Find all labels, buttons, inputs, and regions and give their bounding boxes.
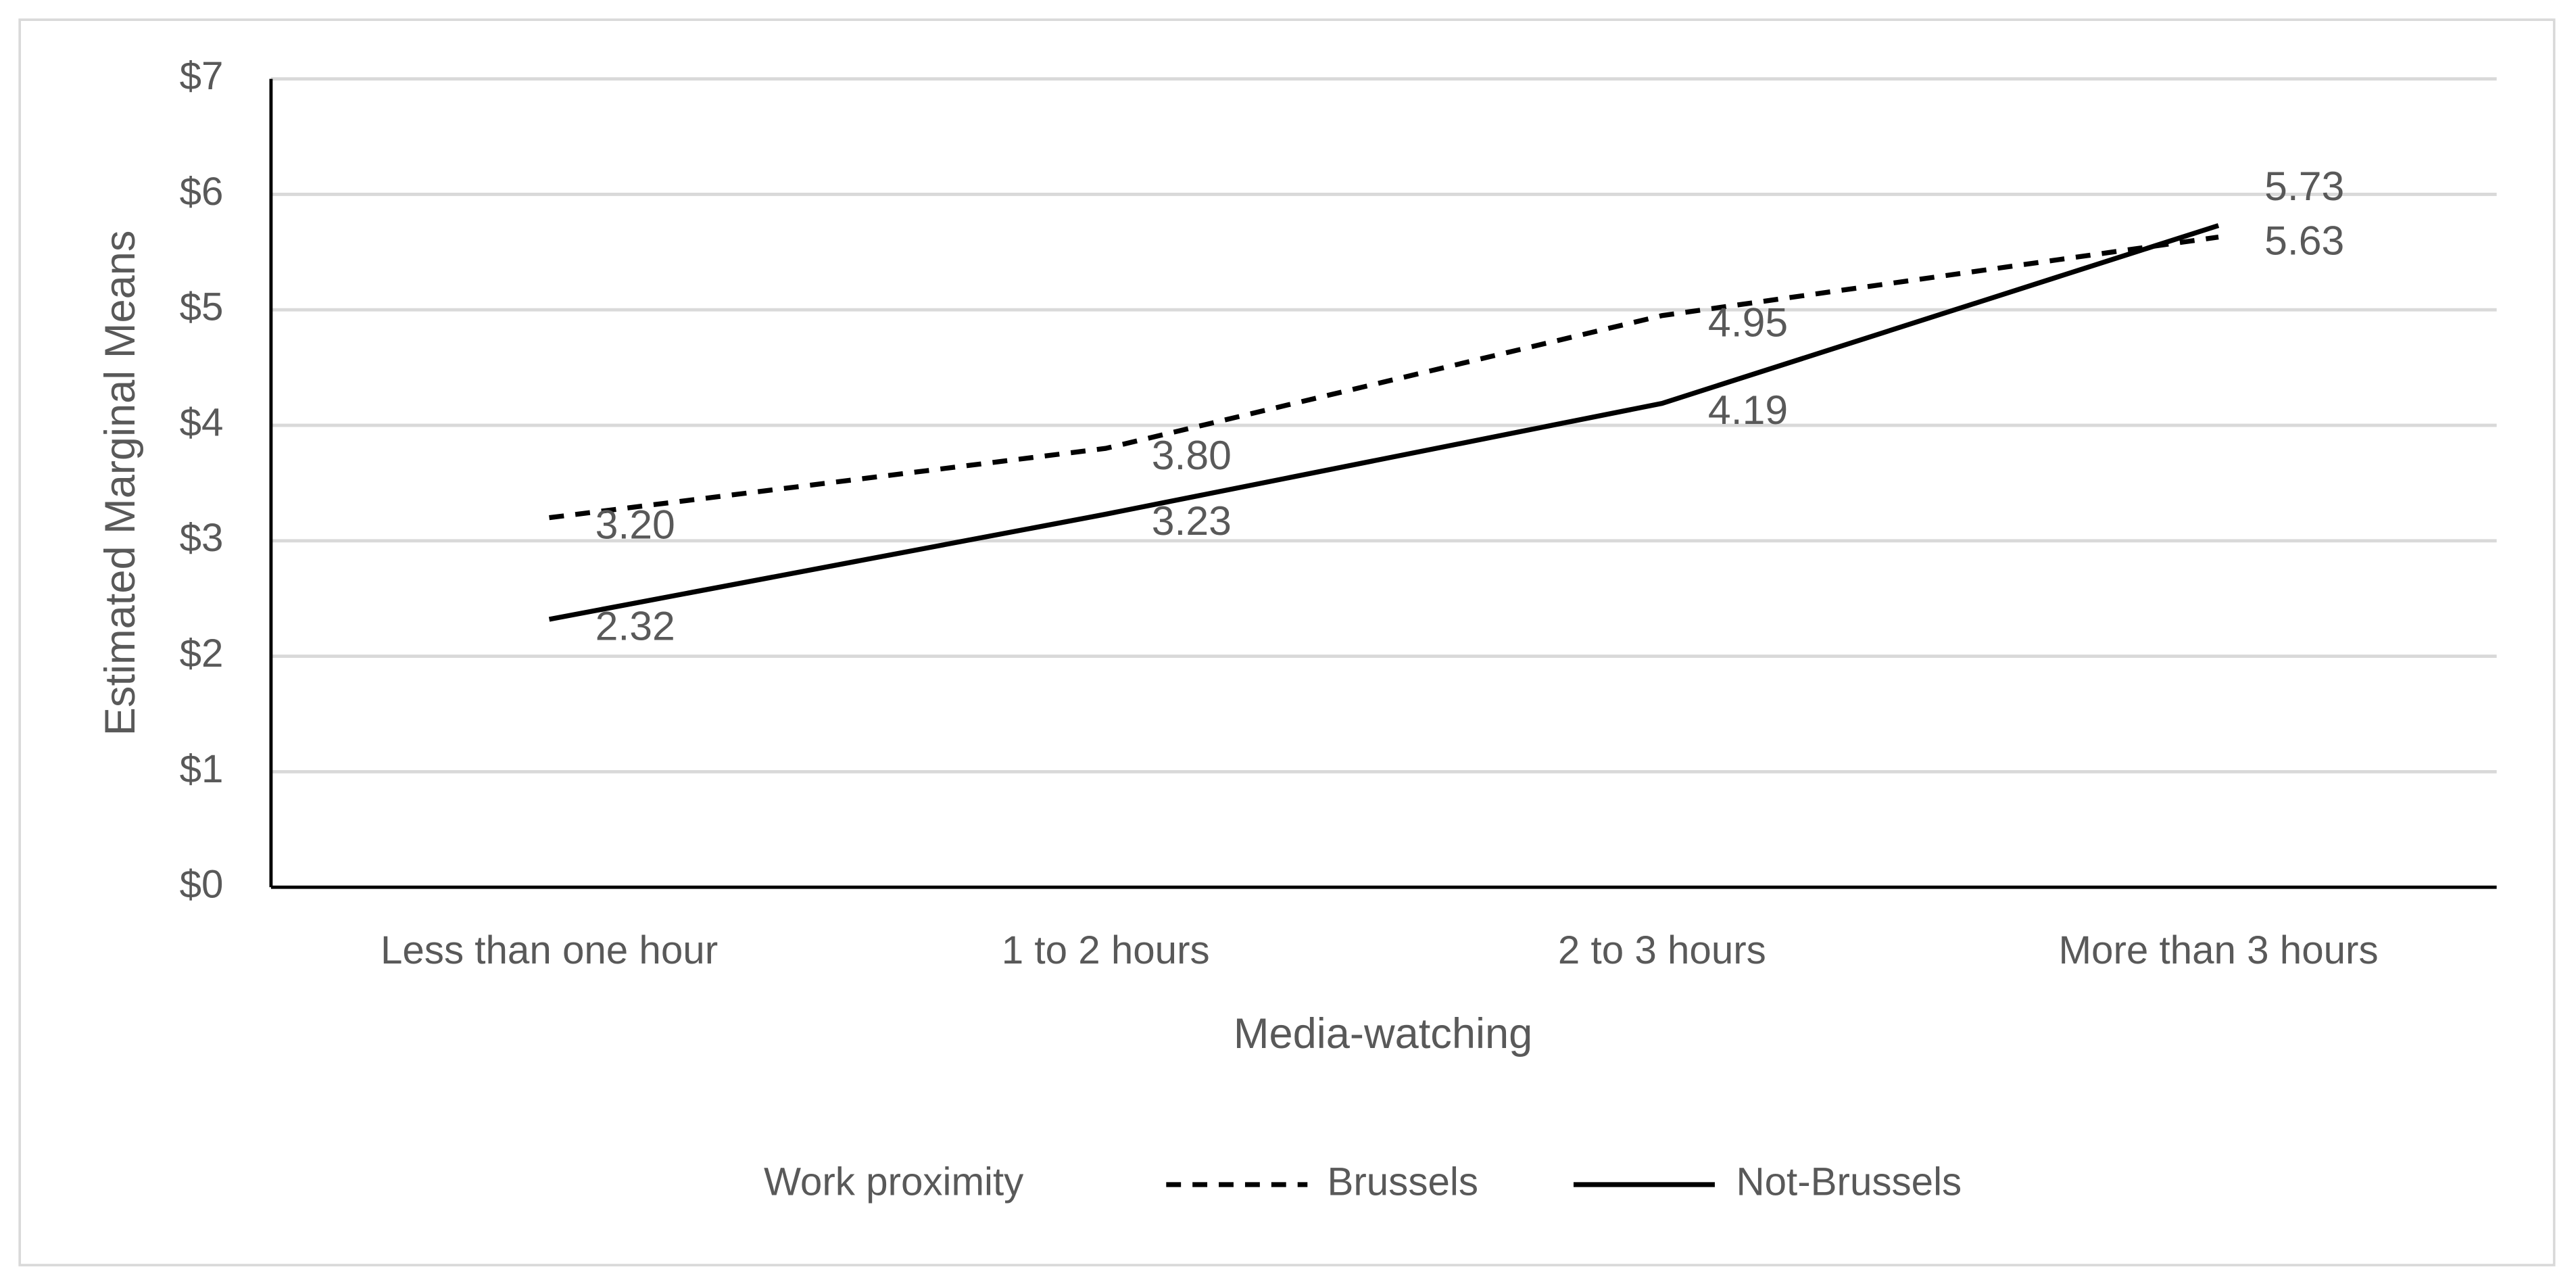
x-tick-label: 1 to 2 hours xyxy=(1002,928,1210,972)
data-label: 5.63 xyxy=(2264,217,2344,263)
chart-border xyxy=(18,18,2556,1266)
series-line xyxy=(548,223,2220,622)
y-tick-label: $4 xyxy=(180,400,224,444)
data-label: 5.73 xyxy=(2264,163,2344,209)
data-label: 4.95 xyxy=(1708,299,1788,345)
y-tick-label: $1 xyxy=(180,747,224,791)
y-tick-label: $6 xyxy=(180,170,224,214)
y-tick-label: $2 xyxy=(180,632,224,675)
y-tick-label: $3 xyxy=(180,516,224,560)
y-tick-label: $5 xyxy=(180,285,224,329)
data-label: 3.23 xyxy=(1152,498,1232,544)
x-tick-label: More than 3 hours xyxy=(2058,928,2378,972)
data-label: 3.80 xyxy=(1152,432,1232,478)
data-label: 2.32 xyxy=(596,603,675,649)
x-tick-label: 2 to 3 hours xyxy=(1558,928,1766,972)
y-tick-label: $0 xyxy=(180,863,224,907)
data-label: 4.19 xyxy=(1708,387,1788,433)
data-label: 3.20 xyxy=(596,501,675,547)
y-axis-title: Estimated Marginal Means xyxy=(97,231,144,736)
y-tick-label: $7 xyxy=(180,54,224,98)
legend-label: Not-Brussels xyxy=(1736,1160,1962,1204)
x-tick-label: Less than one hour xyxy=(381,928,718,972)
legend-title: Work proximity xyxy=(764,1160,1024,1204)
legend-label: Brussels xyxy=(1327,1160,1478,1204)
x-axis-title: Media-watching xyxy=(1234,1010,1532,1057)
series-line xyxy=(549,235,2219,521)
